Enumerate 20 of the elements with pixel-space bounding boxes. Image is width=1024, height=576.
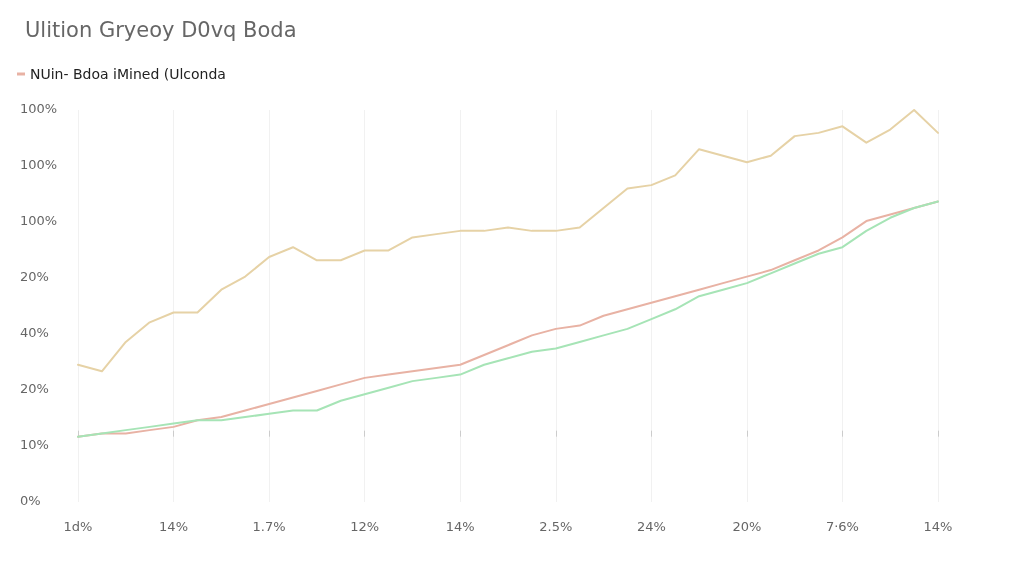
text: 40% [20, 325, 49, 340]
x-tick-label: 24% [636, 519, 666, 534]
text: 100% [20, 101, 58, 116]
x-tick-label: 7·6% [825, 519, 859, 534]
x-tick-label: 14% [445, 519, 475, 534]
x-tick-label: 12% [350, 519, 380, 534]
x-tick-label: 1.7% [252, 519, 286, 534]
text: 100% [20, 213, 58, 228]
text: 0% [20, 493, 41, 508]
x-tick-label: 1d% [63, 519, 93, 534]
x-tick-label: 14% [923, 519, 953, 534]
x-tick-label: 20% [732, 519, 762, 534]
text: 100% [20, 157, 58, 172]
text: 20% [20, 269, 49, 284]
x-tick-label: 2.5% [539, 519, 573, 534]
chart-title: Ulition Gryeoy D0vq Boda [25, 17, 297, 42]
text: 10% [20, 437, 49, 452]
legend-label: NUin- Bdoa iMined (Ulconda [30, 66, 226, 82]
text: 20% [20, 381, 49, 396]
x-tick-label: 14% [159, 519, 189, 534]
